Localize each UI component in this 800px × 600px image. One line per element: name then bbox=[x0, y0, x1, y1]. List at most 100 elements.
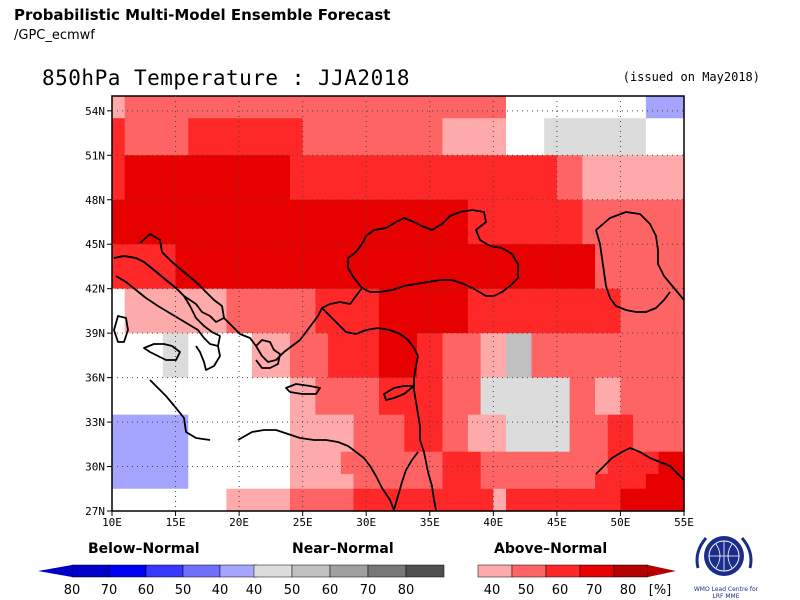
probability-cell bbox=[112, 473, 189, 490]
probability-cell bbox=[645, 473, 685, 490]
coastlines bbox=[113, 209, 685, 511]
probability-cell bbox=[595, 377, 622, 416]
wmo-emblem-icon bbox=[690, 528, 758, 598]
product-title: Probabilistic Multi-Model Ensemble Forec… bbox=[14, 6, 391, 24]
probability-cell bbox=[645, 96, 685, 119]
lon-tick-label: 20E bbox=[229, 516, 249, 529]
probability-cell bbox=[289, 414, 355, 453]
coastline-sicily bbox=[143, 343, 181, 361]
probability-cell bbox=[620, 377, 685, 416]
probability-cell bbox=[378, 333, 418, 379]
probability-cell bbox=[188, 118, 304, 156]
probability-cell bbox=[467, 414, 507, 453]
coastline-red-sea bbox=[393, 451, 419, 511]
coastline-persian-gulf bbox=[595, 447, 685, 481]
probability-cell bbox=[645, 118, 685, 156]
lat-tick-label: 54N bbox=[85, 105, 105, 118]
probability-cells bbox=[112, 96, 685, 512]
probability-cell bbox=[506, 288, 596, 334]
probability-cell bbox=[112, 451, 189, 475]
probability-cell bbox=[289, 488, 355, 512]
lon-tick-label: 50E bbox=[611, 516, 631, 529]
probability-cell bbox=[607, 451, 660, 475]
probability-cell bbox=[658, 451, 685, 475]
probability-cell bbox=[569, 377, 596, 416]
coastline-cyprus bbox=[383, 385, 415, 401]
coastline-caspian bbox=[595, 211, 685, 301]
probability-cell bbox=[645, 333, 685, 379]
logo-caption: WMO Lead Centre for LRF MME bbox=[693, 586, 759, 600]
probability-cell bbox=[226, 488, 291, 512]
lat-tick-label: 45N bbox=[85, 238, 105, 251]
probability-cell bbox=[582, 451, 609, 475]
probability-cell bbox=[556, 199, 583, 245]
issued-date: (issued on May2018) bbox=[622, 70, 760, 84]
probability-cell bbox=[124, 118, 189, 156]
probability-cell bbox=[620, 488, 685, 512]
coastline-turkey-south bbox=[321, 307, 419, 357]
probability-cell bbox=[112, 333, 164, 379]
probability-cell bbox=[467, 199, 558, 245]
probability-cell bbox=[480, 155, 558, 201]
lon-tick-label: 25E bbox=[293, 516, 313, 529]
probability-cell bbox=[124, 155, 291, 201]
probability-cell bbox=[595, 244, 685, 290]
probability-cell bbox=[544, 96, 622, 119]
probability-cell bbox=[289, 155, 482, 201]
lon-tick-label: 10E bbox=[102, 516, 122, 529]
lat-tick-label: 42N bbox=[85, 283, 105, 296]
probability-cell bbox=[162, 333, 189, 379]
probability-cell bbox=[417, 333, 444, 379]
probability-cell bbox=[506, 118, 545, 156]
lon-tick-label: 55E bbox=[674, 516, 694, 529]
lat-tick-label: 36N bbox=[85, 372, 105, 385]
lat-tick-label: 27N bbox=[85, 505, 105, 518]
coastline-balkans bbox=[223, 287, 363, 363]
probability-cell bbox=[226, 288, 316, 334]
coastline-italy bbox=[113, 255, 221, 347]
probability-cell bbox=[289, 451, 342, 475]
probability-cell bbox=[353, 414, 405, 453]
probability-cell bbox=[188, 451, 291, 475]
probability-cell bbox=[124, 96, 507, 119]
probability-cell bbox=[480, 377, 571, 416]
lat-tick-label: 30N bbox=[85, 461, 105, 474]
lat-tick-label: 39N bbox=[85, 327, 105, 340]
probability-cell bbox=[442, 118, 507, 156]
probability-cell bbox=[112, 96, 126, 119]
probability-cell bbox=[544, 118, 647, 156]
coastline-black-sea bbox=[347, 209, 519, 297]
probability-cell bbox=[506, 414, 571, 453]
probability-cell bbox=[112, 414, 189, 453]
probability-cell bbox=[302, 244, 507, 290]
probability-cell bbox=[531, 333, 571, 379]
probability-cell bbox=[480, 451, 583, 475]
lon-tick-label: 45E bbox=[547, 516, 567, 529]
map-title: 850hPa Temperature : JJA2018 bbox=[42, 66, 411, 90]
map-frame bbox=[111, 95, 685, 512]
probability-cell bbox=[328, 333, 380, 379]
lon-tick-label: 35E bbox=[420, 516, 440, 529]
probability-cell bbox=[582, 199, 685, 245]
probability-cell bbox=[112, 118, 126, 156]
coastline-sardinia bbox=[113, 315, 129, 343]
probability-cell bbox=[112, 488, 227, 512]
probability-cell bbox=[506, 488, 571, 512]
probability-cell bbox=[112, 244, 177, 290]
probability-cell bbox=[442, 333, 482, 379]
probability-cell bbox=[442, 451, 482, 475]
probability-cell bbox=[112, 155, 126, 201]
probability-cell bbox=[569, 333, 647, 379]
probability-cell bbox=[569, 414, 609, 453]
coastline-tunisia bbox=[149, 379, 211, 441]
probability-cell bbox=[226, 199, 469, 245]
probability-cell bbox=[442, 473, 482, 490]
probability-cell bbox=[620, 96, 647, 119]
coastline-caspian-west bbox=[595, 229, 671, 313]
probability-cell bbox=[633, 414, 685, 453]
probability-cell bbox=[124, 288, 177, 334]
probability-cell bbox=[112, 377, 291, 416]
probability-cell bbox=[556, 244, 596, 290]
